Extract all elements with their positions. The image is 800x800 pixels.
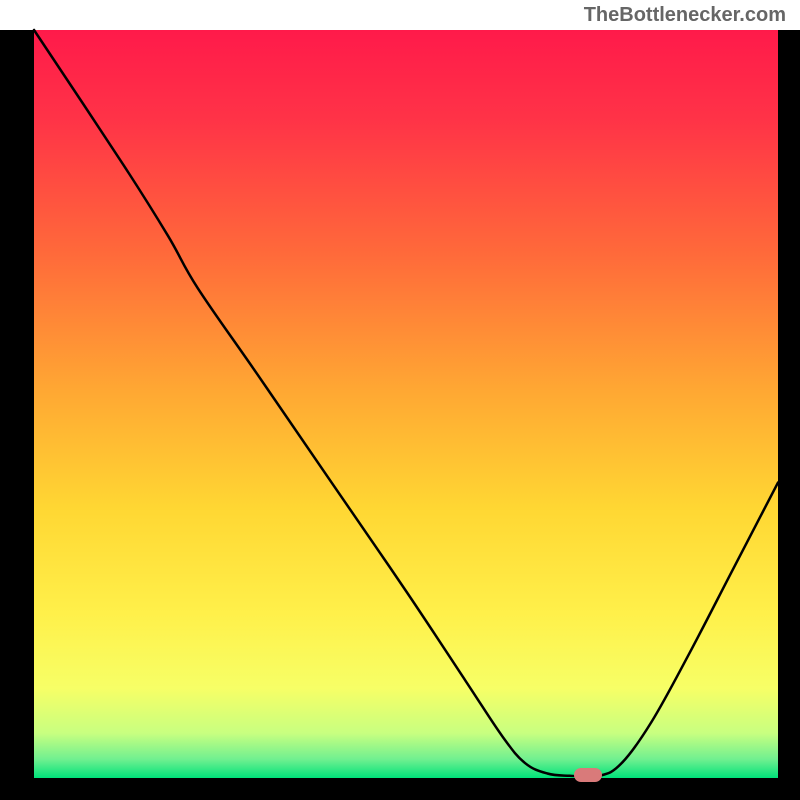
watermark-text: TheBottlenecker.com: [584, 4, 786, 27]
chart-container: TheBottlenecker.com: [0, 0, 800, 800]
bottleneck-curve: [34, 30, 778, 778]
optimum-marker: [574, 768, 602, 782]
curve-path: [34, 30, 778, 777]
plot-frame: [0, 30, 800, 800]
